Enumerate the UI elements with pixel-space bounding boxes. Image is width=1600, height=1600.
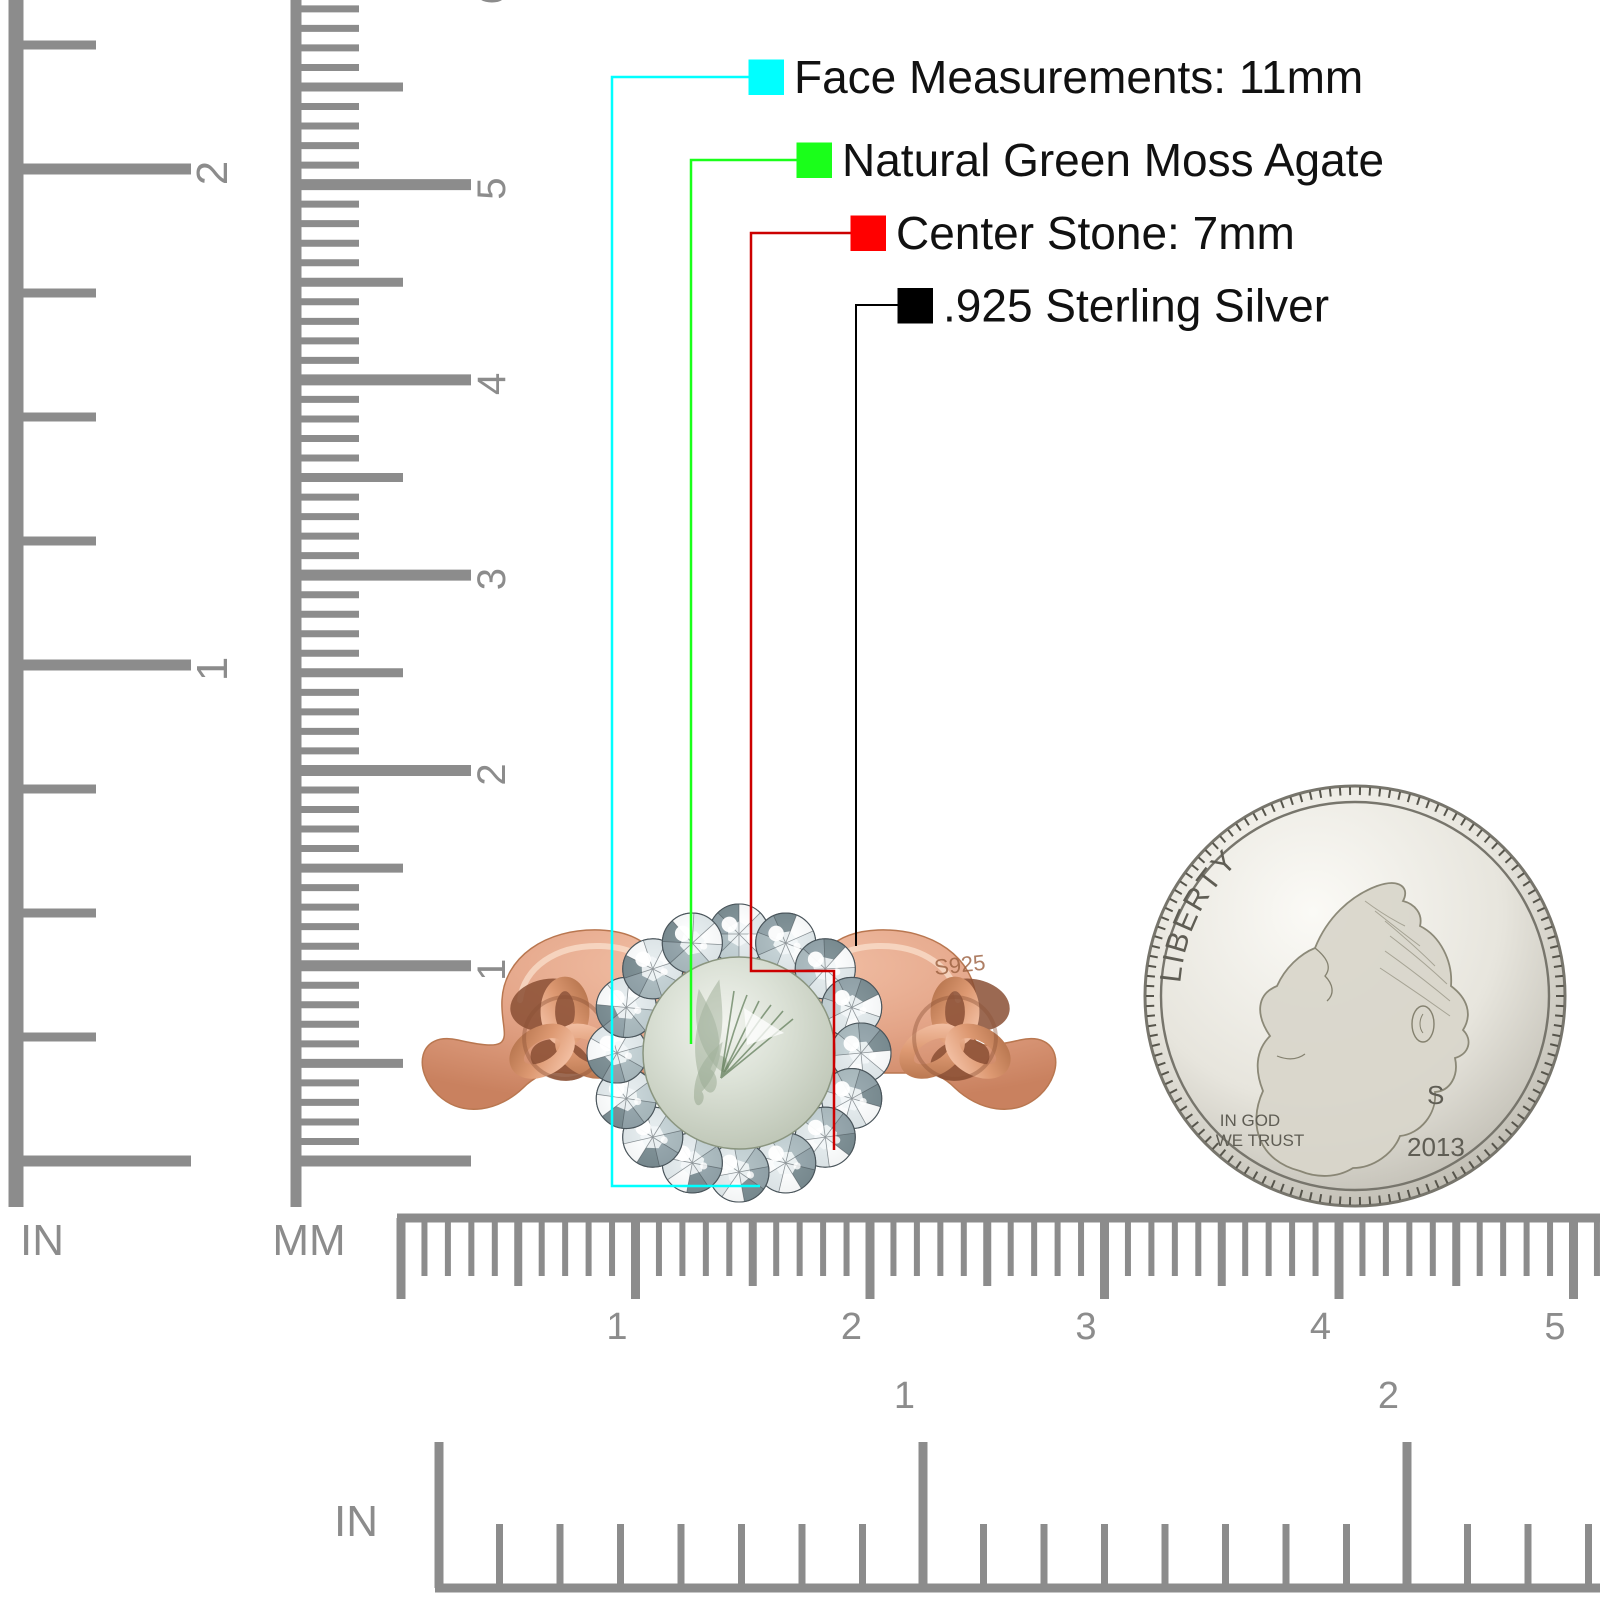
svg-text:IN GOD: IN GOD	[1220, 1111, 1280, 1130]
svg-text:2013: 2013	[1407, 1132, 1465, 1162]
svg-text:Center Stone: 7mm: Center Stone: 7mm	[896, 207, 1295, 259]
svg-text:.925 Sterling Silver: .925 Sterling Silver	[943, 280, 1329, 332]
svg-text:WE TRUST: WE TRUST	[1216, 1131, 1304, 1150]
svg-text:Natural Green Moss Agate: Natural Green Moss Agate	[842, 134, 1384, 186]
svg-text:S925: S925	[933, 950, 987, 980]
svg-text:S: S	[1427, 1080, 1444, 1110]
svg-text:Face Measurements: 11mm: Face Measurements: 11mm	[794, 51, 1363, 103]
